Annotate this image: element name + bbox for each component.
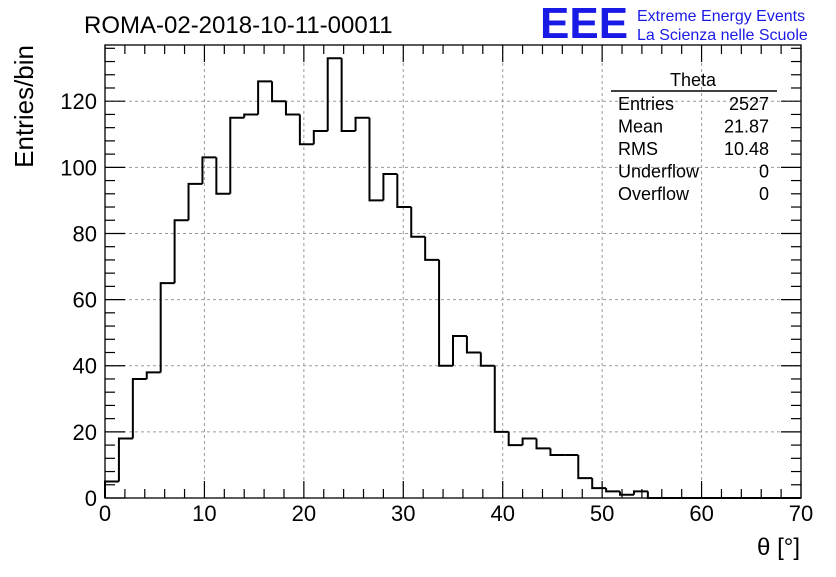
histogram-bin [187,182,203,221]
stats-row-label: Mean [618,117,663,137]
histogram-bin [619,491,634,496]
x-tick-label: 70 [789,501,813,526]
stats-row-value: 0 [759,184,769,204]
axis-ticks [104,45,802,499]
histogram-bin [312,129,328,145]
x-tick-label: 60 [689,501,713,526]
histogram-bin [591,478,607,490]
histogram-bin [521,437,537,446]
run-title: ROMA-02-2018-10-11-00011 [84,12,393,39]
histogram-bin [632,490,648,495]
x-axis-label: θ [°] [757,534,800,561]
histogram-bin [507,431,523,447]
y-tick-label: 40 [73,354,97,379]
histogram-bin [368,117,384,202]
logo-subtitle-line1: Extreme Energy Events [637,8,805,25]
x-tick-label: 20 [292,501,316,526]
histogram-bin [298,114,314,146]
histogram-bin [605,488,621,493]
histogram-bin [145,371,161,379]
y-tick-label: 80 [73,221,97,246]
histogram-bin [535,438,551,450]
histogram-bin [465,335,481,354]
histogram-bin [340,58,356,132]
stats-row-value: 2527 [729,94,769,114]
histogram-bin [549,448,565,457]
plot-frame [104,44,802,499]
x-tick-labels: 0 10 20 30 40 50 60 70 [99,501,813,526]
x-tick-label: 30 [391,501,415,526]
y-axis-label: Entries/bin [9,45,39,168]
stats-row-value: 10.48 [724,139,769,159]
stats-title: Theta [670,70,717,90]
eee-logo-text: EEE [540,0,628,48]
stats-row-value: 21.87 [724,117,769,137]
histogram-bin [271,81,286,103]
histogram-bin [201,156,217,184]
stats-rows: Entries 2527 Mean 21.87 RMS 10.48 Underflow 0 Ov… [618,94,769,204]
logo-subtitle-line2: La Scienza nelle Scuole [637,27,808,44]
histogram-bin [173,219,189,284]
x-tick-label: 40 [490,501,514,526]
histogram-bin [243,113,259,118]
stats-row-label: Overflow [618,184,690,204]
y-tick-labels: 0 20 40 60 80 100 120 [60,89,97,511]
histogram-bin [131,377,147,439]
stats-row-label: RMS [618,139,658,159]
histogram-bin [159,282,175,373]
histogram-bin [577,455,593,480]
histogram-bin [257,80,273,115]
y-tick-label: 20 [73,420,97,445]
stats-row-value: 0 [759,162,769,182]
y-tick-label: 100 [60,155,97,180]
stats-box: Theta Entries 2527 Mean 21.87 RMS 10.48 Underf… [611,70,777,204]
histogram-bin [493,365,509,433]
stats-row-label: Underflow [618,162,700,182]
histogram-bars [104,57,801,499]
histogram-bin [326,57,342,131]
histogram-bin [215,157,231,195]
y-tick-label: 60 [73,288,97,313]
x-tick-label: 0 [99,501,111,526]
stats-row-label: Entries [618,94,674,114]
histogram-bin [424,236,440,261]
histogram-bin [229,116,245,194]
y-tick-label: 0 [85,486,97,511]
histogram-bin [479,352,495,367]
histogram-bin [396,173,412,209]
histogram-bin [438,259,453,367]
y-tick-label: 120 [60,89,97,114]
histogram-bin [117,437,133,482]
histogram-bin [382,172,398,201]
x-tick-label: 10 [192,501,216,526]
histogram-bin [354,116,370,131]
histogram-bin [410,207,426,238]
histogram-bin [284,101,300,116]
x-tick-label: 50 [590,501,614,526]
histogram-bin [452,334,467,366]
